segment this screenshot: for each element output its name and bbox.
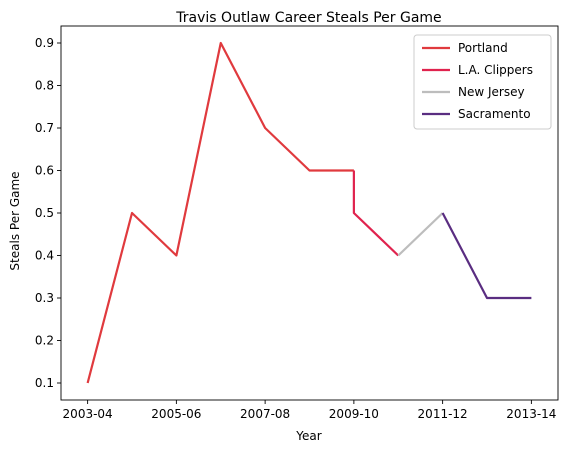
y-tick-label: 0.1 bbox=[35, 376, 54, 390]
x-axis-label: Year bbox=[295, 429, 321, 443]
y-tick-label: 0.8 bbox=[35, 79, 54, 93]
y-tick-label: 0.6 bbox=[35, 164, 54, 178]
y-tick-label: 0.5 bbox=[35, 206, 54, 220]
x-tick-label: 2007-08 bbox=[240, 407, 290, 421]
y-tick-label: 0.2 bbox=[35, 334, 54, 348]
y-tick-label: 0.7 bbox=[35, 121, 54, 135]
x-tick-label: 2003-04 bbox=[63, 407, 113, 421]
legend-label: L.A. Clippers bbox=[458, 63, 533, 77]
x-tick-label: 2013-14 bbox=[506, 407, 556, 421]
y-tick-label: 0.4 bbox=[35, 249, 54, 263]
legend-label: New Jersey bbox=[458, 85, 525, 99]
series-line-new-jersey bbox=[397, 212, 444, 257]
legend-box bbox=[413, 34, 552, 130]
y-axis-label: Steals Per Game bbox=[8, 171, 22, 270]
series-line-portland bbox=[86, 41, 354, 384]
y-tick-label: 0.9 bbox=[35, 36, 54, 50]
y-tick-label: 0.3 bbox=[35, 291, 54, 305]
series-line-l-a-clippers bbox=[352, 170, 400, 257]
legend-label: Sacramento bbox=[458, 107, 531, 121]
legend: Portland L.A. Clippers New Jersey Sacrament… bbox=[413, 34, 552, 130]
x-tick-label: 2009-10 bbox=[329, 407, 379, 421]
plot-area: 2003-04 2005-06 2007-08 2009-10 2011-12 2013-… bbox=[35, 25, 559, 421]
x-tick-label: 2011-12 bbox=[418, 407, 468, 421]
legend-label: Portland bbox=[458, 41, 508, 55]
x-tick-label: 2005-06 bbox=[151, 407, 201, 421]
series-line-sacramento bbox=[441, 212, 532, 300]
chart-title: Travis Outlaw Career Steals Per Game bbox=[175, 10, 441, 26]
